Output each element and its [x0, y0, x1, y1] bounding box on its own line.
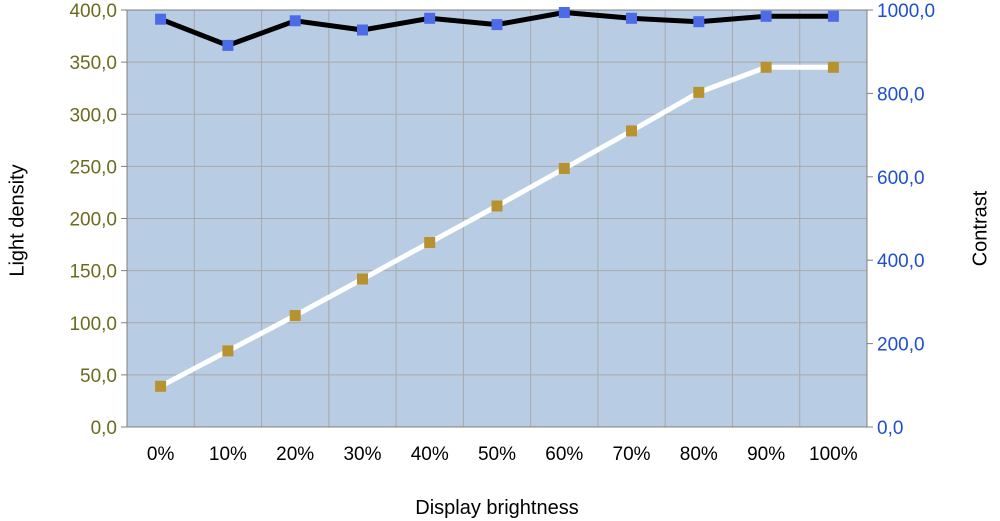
tick-label-left: 150,0	[69, 262, 117, 283]
series-1-point	[760, 61, 772, 73]
y-axis-right-title: Contrast	[969, 190, 991, 266]
tick-label-x: 90%	[747, 444, 785, 465]
tick-label-left: 0,0	[91, 418, 117, 439]
tick-label-right: 200,0	[877, 335, 925, 356]
series-2-point	[424, 12, 436, 24]
tick-label-x: 20%	[276, 444, 314, 465]
tick-label-x: 60%	[545, 444, 583, 465]
tick-label-left: 400,0	[69, 1, 117, 22]
tick-label-left: 50,0	[80, 366, 117, 387]
tick-label-right: 800,0	[877, 84, 925, 105]
tick-label-left: 350,0	[69, 53, 117, 74]
series-group	[155, 7, 839, 392]
tick-label-right: 1000,0	[877, 1, 935, 22]
tick-label-x: 80%	[680, 444, 718, 465]
y-axis-left-title: Light density	[6, 164, 28, 276]
series-1-point	[693, 86, 705, 98]
series-2-point	[491, 19, 503, 31]
tick-label-left: 300,0	[69, 105, 117, 126]
series-1-point	[626, 125, 637, 137]
series-2-point	[693, 16, 705, 28]
series-1-point	[424, 237, 436, 248]
series-2-point	[222, 39, 234, 51]
series-1-point	[491, 200, 503, 212]
tick-label-x: 10%	[209, 444, 247, 465]
tick-label-x: 40%	[411, 444, 449, 465]
tick-label-right: 400,0	[877, 251, 925, 272]
series-1-point	[558, 163, 570, 174]
series-2-point	[760, 10, 772, 22]
right-axis-ticks: 0,0 200,0 400,0 600,0 800,0 1000,0	[867, 1, 935, 439]
series-2-point	[155, 13, 167, 25]
tick-label-left: 250,0	[69, 157, 117, 178]
tick-label-x: 70%	[613, 444, 651, 465]
tick-label-x: 100%	[809, 444, 858, 465]
tick-label-right: 600,0	[877, 168, 925, 189]
series-2-point	[827, 10, 839, 22]
tick-label-x: 30%	[343, 444, 381, 465]
tick-label-left: 200,0	[69, 210, 117, 231]
tick-label-right: 0,0	[877, 418, 903, 439]
series-1-point	[289, 310, 301, 321]
series-1-point	[222, 345, 234, 357]
series-2-point	[289, 15, 301, 27]
series-2-point	[626, 12, 637, 24]
tick-label-x: 50%	[478, 444, 516, 465]
tick-label-x: 0%	[147, 444, 175, 465]
x-axis-title: Display brightness	[415, 497, 578, 519]
series-2-point	[558, 7, 570, 18]
series-1-point	[155, 380, 167, 392]
series-1-point	[357, 273, 368, 285]
series-2-point	[357, 24, 368, 36]
series-1-point	[827, 61, 839, 73]
x-axis-ticks: 0% 10% 20% 30% 40% 50% 60% 70% 80% 90% 100%	[147, 444, 858, 465]
tick-label-left: 100,0	[69, 314, 117, 335]
left-axis-ticks: 0,0 50,0 100,0 150,0 200,0 250,0 300,0 350,0 400…	[69, 1, 127, 439]
